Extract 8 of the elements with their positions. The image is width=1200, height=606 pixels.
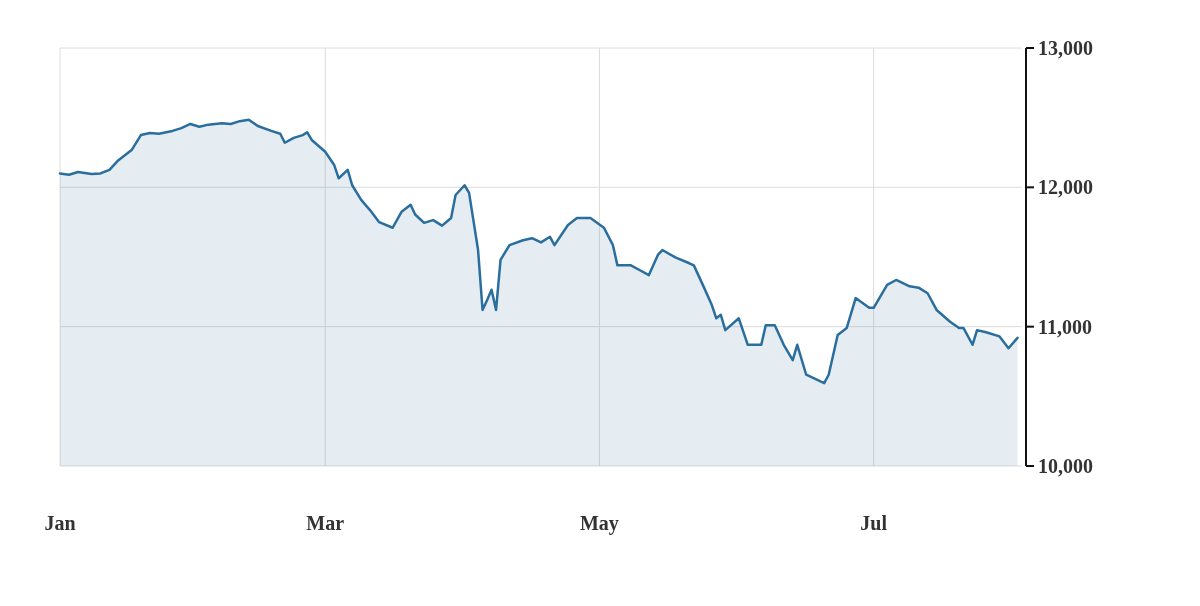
x-tick-label: Jan <box>44 512 76 534</box>
y-tick-label: 10,000 <box>1038 455 1093 477</box>
x-tick-label: Mar <box>306 512 345 534</box>
y-tick-label: 13,000 <box>1038 37 1093 59</box>
x-tick-label: Jul <box>860 512 888 534</box>
x-tick-label: May <box>579 512 619 535</box>
y-tick-label: 12,000 <box>1038 176 1093 199</box>
y-tick-label: 11,000 <box>1038 315 1092 338</box>
